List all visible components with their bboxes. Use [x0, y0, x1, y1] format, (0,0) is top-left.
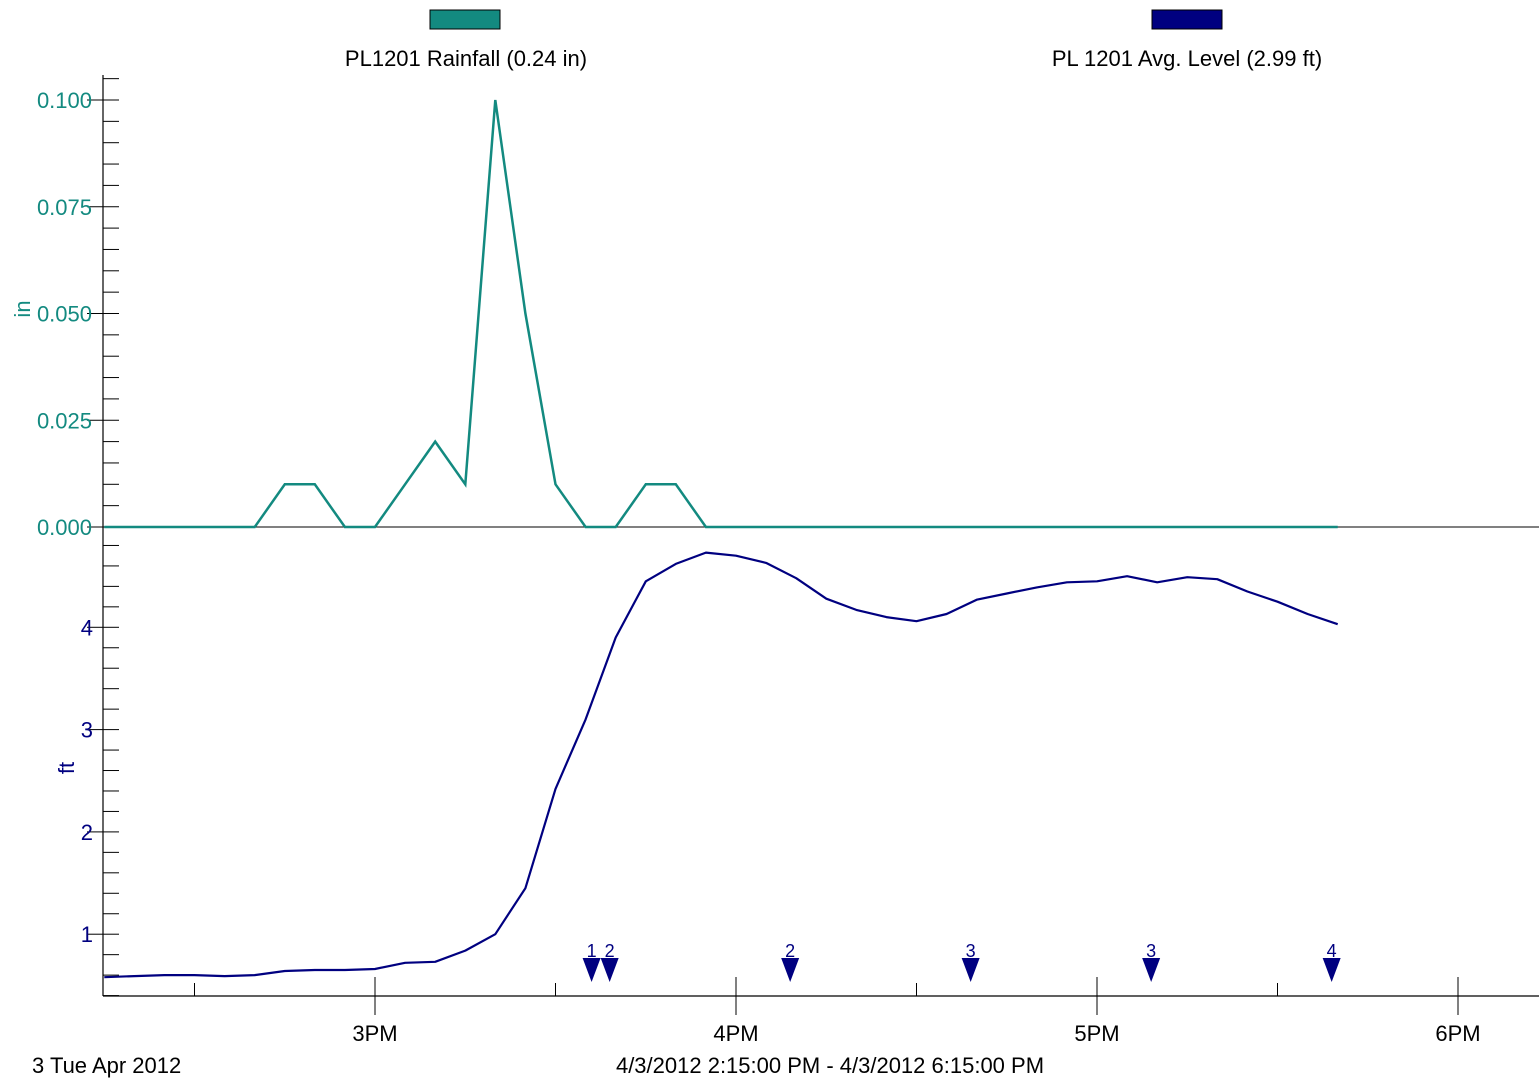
- level-tick-label: 2: [81, 820, 93, 845]
- rainfall-tick-label: 0.050: [37, 302, 92, 327]
- x-tick-label: 3PM: [352, 1021, 397, 1046]
- axes: [102, 75, 1539, 997]
- time-range-label: 4/3/2012 2:15:00 PM - 4/3/2012 6:15:00 P…: [616, 1053, 1044, 1078]
- x-tick-label: 4PM: [713, 1021, 758, 1046]
- rainfall-tick-label: 0.025: [37, 408, 92, 433]
- legend-swatch-rainfall[interactable]: [429, 9, 501, 30]
- level-tick-label: 1: [81, 922, 93, 947]
- marker-arrow-icon: [1322, 958, 1341, 982]
- rainfall-y-axis-label: in: [10, 300, 35, 317]
- level-series-line: [104, 551, 1339, 979]
- marker-label: 2: [605, 941, 615, 961]
- event-marker[interactable]: 2: [781, 941, 800, 982]
- level-y-axis-label: ft: [54, 762, 79, 774]
- event-marker[interactable]: 1: [582, 941, 601, 982]
- level-tick-label: 3: [81, 718, 93, 743]
- marker-label: 2: [785, 941, 795, 961]
- rainfall-tick-label: 0.000: [37, 515, 92, 540]
- legend: PL1201 Rainfall (0.24 in) PL 1201 Avg. L…: [345, 9, 1322, 71]
- marker-label: 4: [1327, 941, 1337, 961]
- legend-label-rainfall: PL1201 Rainfall (0.24 in): [345, 46, 587, 71]
- marker-arrow-icon: [961, 958, 980, 982]
- level-tick-label: 4: [81, 615, 93, 640]
- event-marker[interactable]: 4: [1322, 941, 1341, 982]
- marker-label: 3: [966, 941, 976, 961]
- marker-arrow-icon: [781, 958, 800, 982]
- rainfall-panel: in 0.000 0.025 0.050 0.075 0.100: [10, 78, 1338, 540]
- legend-swatch-level[interactable]: [1151, 9, 1223, 30]
- marker-arrow-icon: [582, 958, 601, 982]
- marker-arrow-icon: [600, 958, 619, 982]
- marker-arrow-icon: [1142, 958, 1161, 982]
- event-marker[interactable]: 3: [961, 941, 980, 982]
- rainfall-tick-label: 0.075: [37, 195, 92, 220]
- x-tick-label: 6PM: [1435, 1021, 1480, 1046]
- marker-label: 1: [587, 941, 597, 961]
- legend-label-level: PL 1201 Avg. Level (2.99 ft): [1052, 46, 1322, 71]
- x-axis: 3PM 4PM 5PM 6PM: [194, 977, 1481, 1046]
- event-marker[interactable]: 2: [600, 941, 619, 982]
- x-tick-label: 5PM: [1074, 1021, 1119, 1046]
- rainfall-tick-label: 0.100: [37, 88, 92, 113]
- rainfall-series-line: [104, 99, 1338, 529]
- event-marker[interactable]: 3: [1142, 941, 1161, 982]
- date-label: 3 Tue Apr 2012: [32, 1053, 181, 1078]
- marker-label: 3: [1146, 941, 1156, 961]
